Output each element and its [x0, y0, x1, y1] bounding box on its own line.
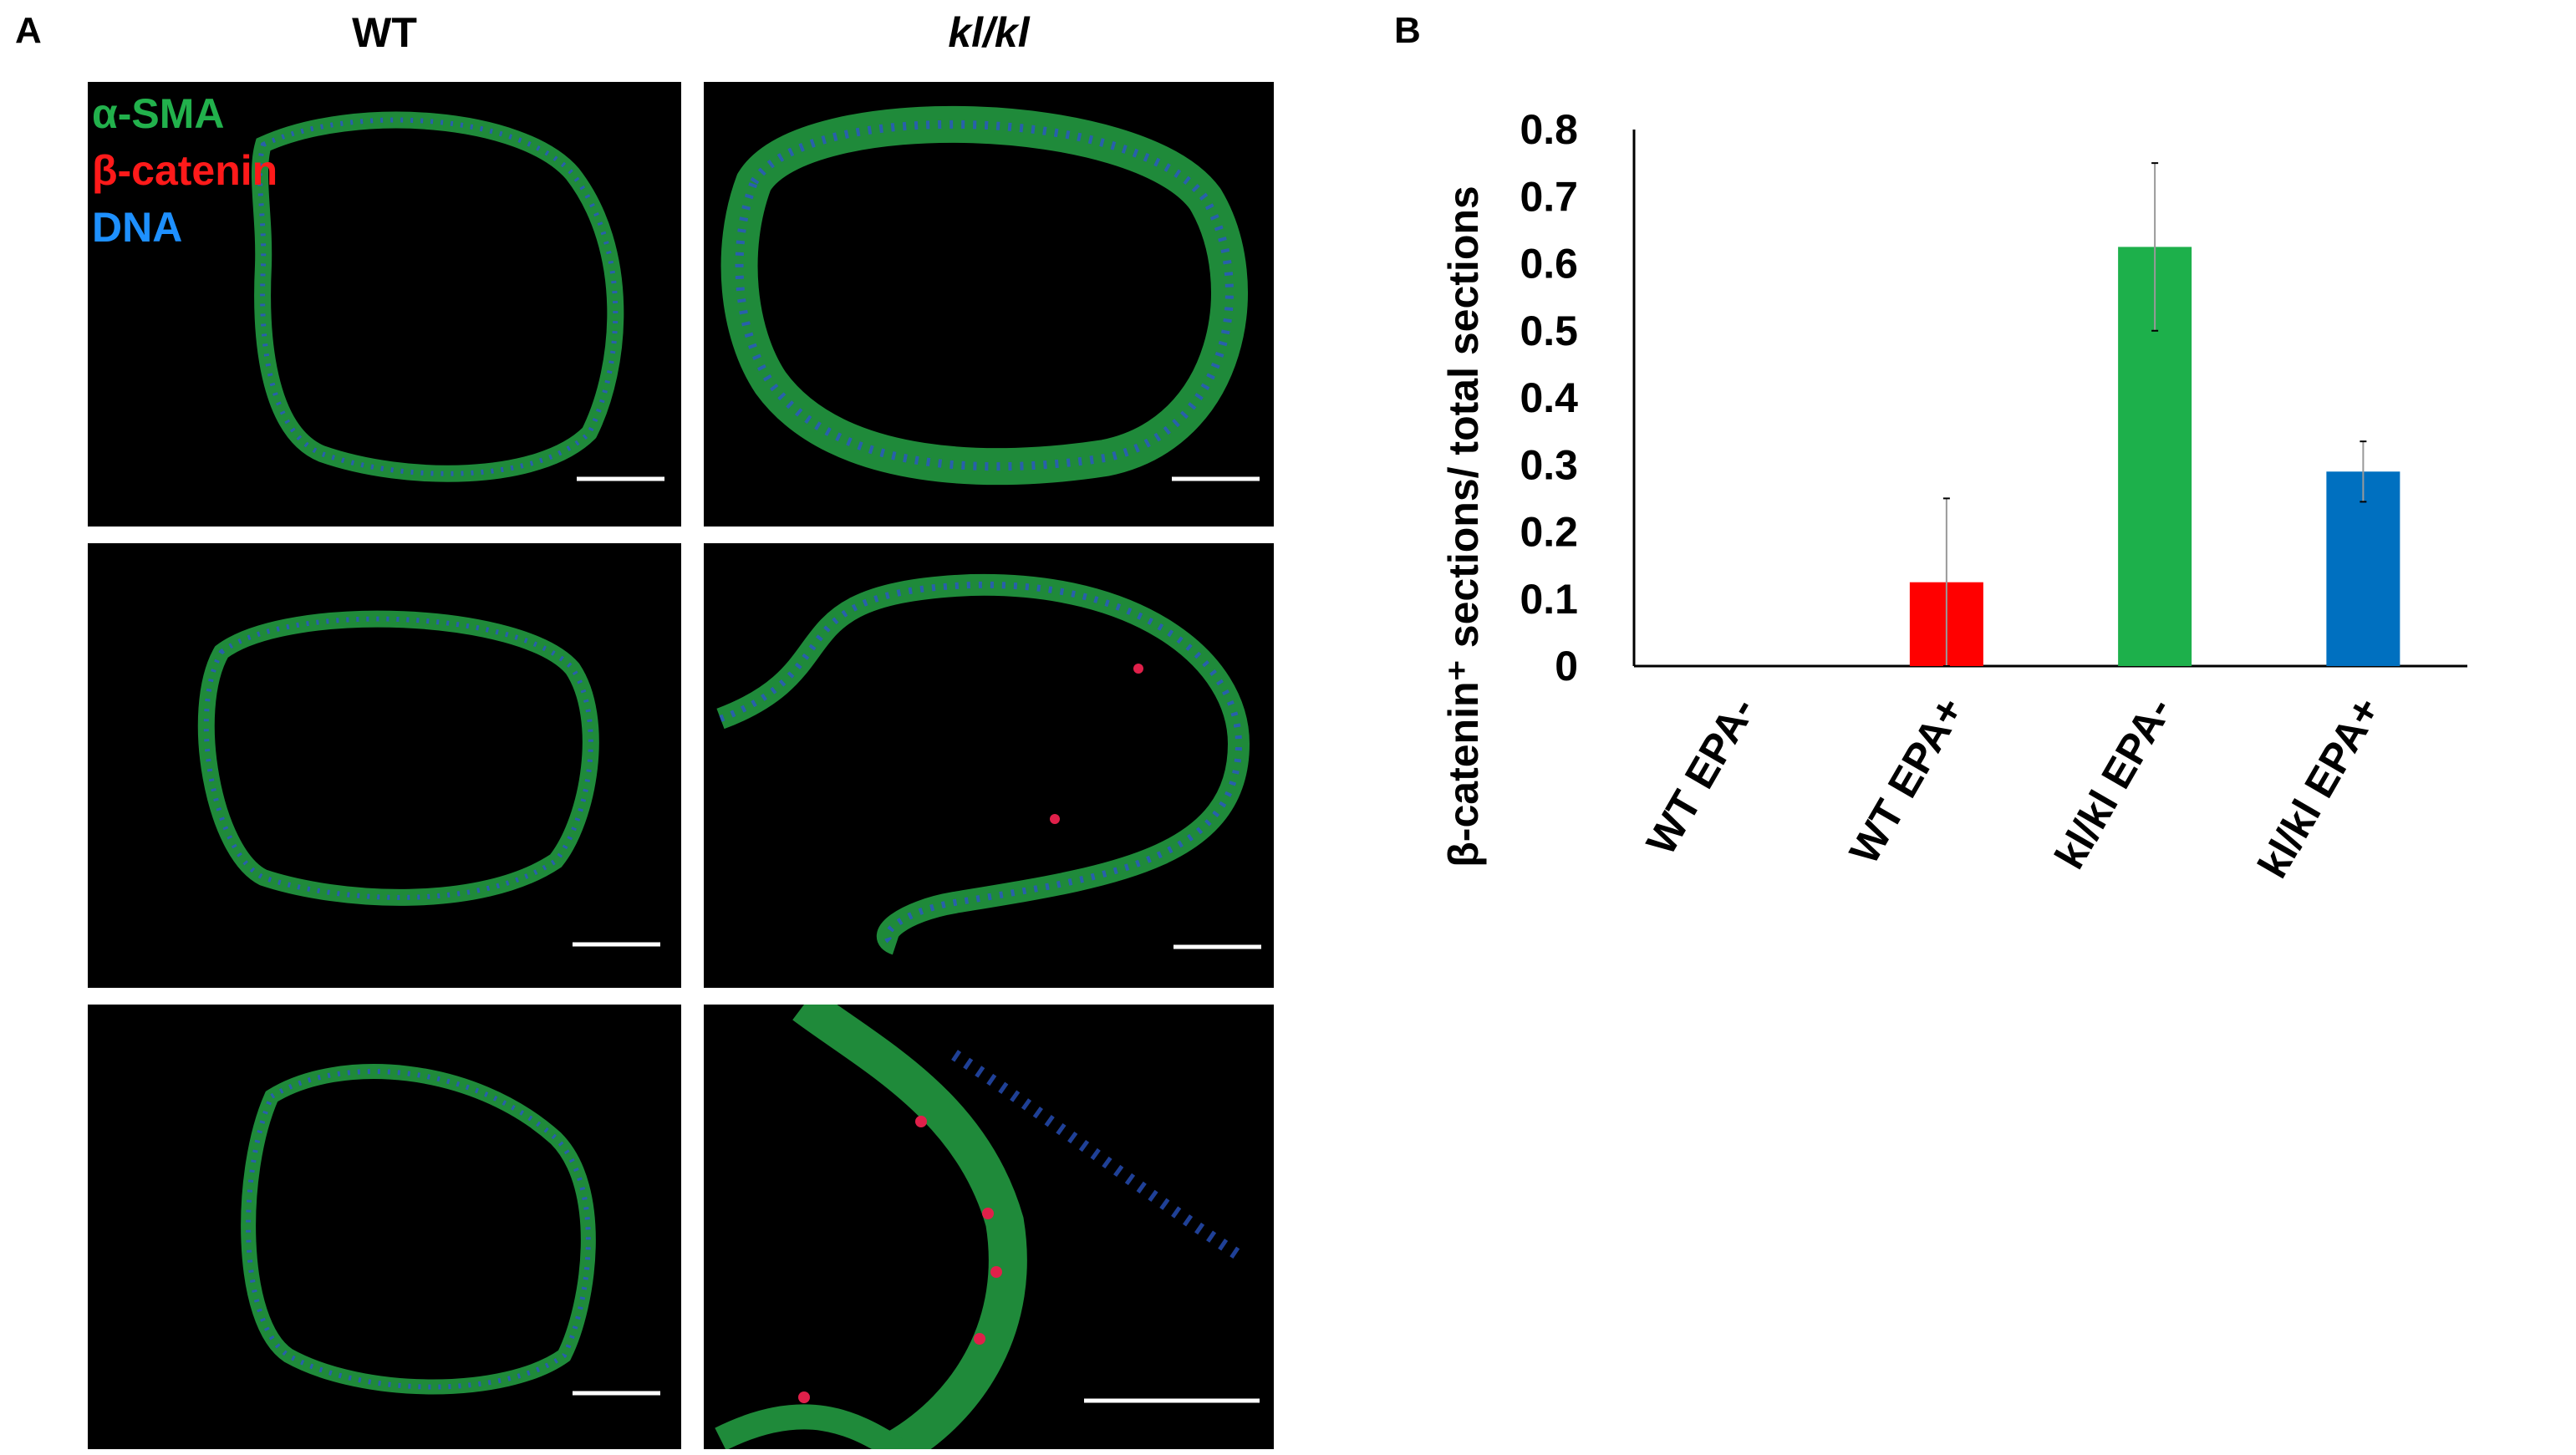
micrograph-wt-1 — [88, 82, 681, 527]
y-tick-label: 0.7 — [1520, 173, 1578, 220]
x-tick-label: kl/kl EPA+ — [2249, 689, 2390, 886]
y-tick-label: 0.5 — [1520, 308, 1578, 354]
micrograph-klkl-1 — [704, 82, 1274, 527]
y-tick-label: 0.4 — [1520, 374, 1578, 421]
y-axis-label: β-catenin⁺ sections/ total sections — [1440, 186, 1487, 867]
bar — [2326, 471, 2400, 666]
x-tick-label: kl/kl EPA- — [2046, 689, 2181, 878]
y-tick-label: 0 — [1555, 643, 1578, 689]
y-tick-label: 0.1 — [1520, 576, 1578, 623]
panel-a-letter: A — [15, 10, 42, 51]
column-header-klkl: kl/kl — [948, 9, 1030, 56]
micrograph-klkl-3 — [704, 1005, 1274, 1449]
x-tick-label: WT EPA+ — [1840, 689, 1973, 872]
x-tick-label: WT EPA- — [1637, 689, 1764, 863]
y-tick-label: 0.3 — [1520, 441, 1578, 488]
micrograph-klkl-2 — [704, 543, 1274, 988]
y-tick-label: 0.8 — [1520, 106, 1578, 153]
legend-beta-catenin: β-catenin — [92, 147, 278, 194]
micrograph-wt-2 — [88, 543, 681, 988]
stain-legend: α-SMA β-catenin DNA — [92, 85, 277, 256]
micrograph-wt-3 — [88, 1005, 681, 1449]
y-tick-label: 0.2 — [1520, 509, 1578, 556]
legend-alpha-sma: α-SMA — [92, 90, 225, 137]
panel-b-letter: B — [1394, 10, 1421, 51]
y-tick-label: 0.6 — [1520, 241, 1578, 287]
legend-dna: DNA — [92, 204, 183, 251]
column-header-wt: WT — [352, 9, 417, 56]
